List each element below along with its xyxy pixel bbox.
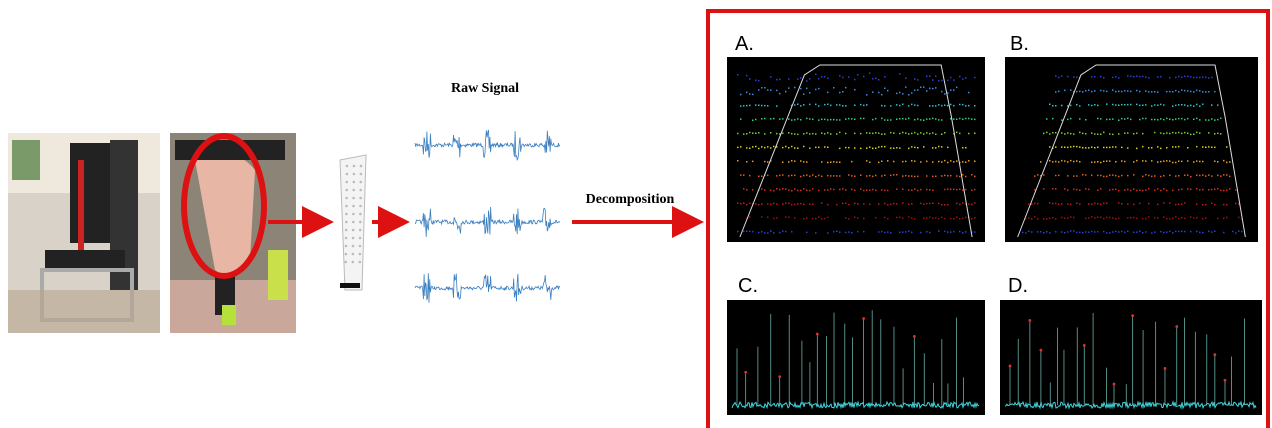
electrode (352, 205, 355, 208)
electrode (359, 245, 362, 248)
electrode (352, 229, 355, 232)
photo-chair (8, 133, 160, 333)
figure: Raw Signal Decomposition A. B. C. D. (0, 0, 1272, 428)
panel-label: A. (735, 33, 754, 55)
electrode (352, 261, 355, 264)
spike-marker (1131, 314, 1134, 317)
spike-marker (1039, 349, 1042, 352)
spike-marker (744, 371, 747, 374)
electrode (359, 229, 362, 232)
electrode (352, 253, 355, 256)
electrode (352, 221, 355, 224)
panel-label: B. (1010, 33, 1029, 55)
electrode (359, 237, 362, 240)
emg-trace (415, 207, 560, 237)
spike-marker (1213, 353, 1216, 356)
spike-marker (778, 375, 781, 378)
electrode (359, 253, 362, 256)
electrode (359, 221, 362, 224)
panel-bg (727, 300, 985, 415)
electrode (359, 205, 362, 208)
electrode (359, 197, 362, 200)
spike-marker (1083, 344, 1086, 347)
electrode (352, 197, 355, 200)
electrode (345, 189, 348, 192)
electrode (360, 165, 363, 168)
electrode (346, 173, 349, 176)
spike-marker (913, 335, 916, 338)
electrode (353, 165, 356, 168)
spike-marker (862, 317, 865, 320)
electrode (345, 229, 348, 232)
photo-leg (170, 133, 296, 333)
spike-marker (1028, 319, 1031, 322)
electrode (352, 189, 355, 192)
raw-signal-title: Raw Signal (451, 81, 519, 96)
electrode (345, 221, 348, 224)
spike-marker (1113, 383, 1116, 386)
electrode (353, 173, 356, 176)
electrode (345, 197, 348, 200)
spike-marker (1175, 325, 1178, 328)
electrode (345, 245, 348, 248)
decomposition-label: Decomposition (586, 192, 675, 207)
electrode (352, 213, 355, 216)
electrode (346, 165, 349, 168)
panel-label: D. (1008, 275, 1028, 297)
electrode (345, 213, 348, 216)
electrode-grid (340, 155, 366, 290)
electrode (360, 181, 363, 184)
electrode (345, 253, 348, 256)
electrode (352, 245, 355, 248)
emg-trace (415, 130, 560, 160)
panel-bg (1000, 300, 1262, 415)
spike-marker (1164, 367, 1167, 370)
emg-trace (415, 273, 560, 303)
spike-marker (1224, 379, 1227, 382)
electrode (345, 205, 348, 208)
electrode (360, 173, 363, 176)
electrode (359, 213, 362, 216)
spike-marker (1009, 364, 1012, 367)
electrode (345, 261, 348, 264)
spike-marker (816, 333, 819, 336)
panel-label: C. (738, 275, 758, 297)
panels (727, 57, 1262, 415)
electrode (359, 189, 362, 192)
electrode (352, 237, 355, 240)
electrode (353, 181, 356, 184)
electrode (359, 261, 362, 264)
electrode (345, 237, 348, 240)
raw-signals (415, 130, 560, 303)
panel-bg (727, 57, 985, 242)
panel-bg (1005, 57, 1258, 242)
electrode (346, 181, 349, 184)
